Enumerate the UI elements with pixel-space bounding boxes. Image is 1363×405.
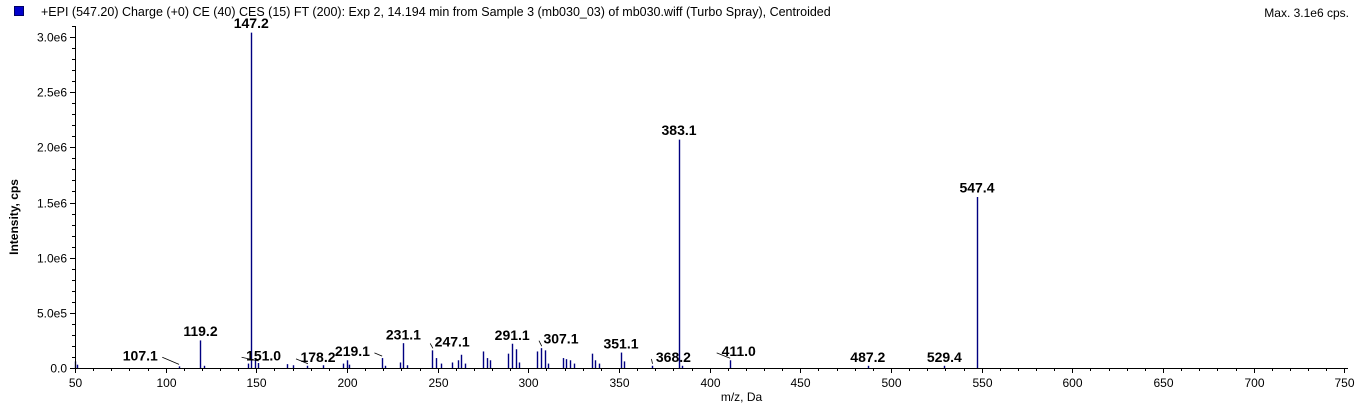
leader-line-247.1 (429, 343, 434, 349)
x-tick-label-600: 600 (1062, 376, 1082, 390)
peaks-layer (74, 32, 979, 368)
peak-label-383.1: 383.1 (662, 122, 697, 138)
leader-line-151.0 (241, 356, 259, 362)
peak-label-219.1: 219.1 (335, 343, 370, 359)
y-tick-label-0.0: 0.0 (50, 362, 67, 376)
leader-line-307.1 (538, 340, 543, 347)
leader-line-219.1 (374, 352, 383, 357)
chart-title: +EPI (547.20) Charge (+0) CE (40) CES (1… (41, 5, 831, 19)
chart-header: +EPI (547.20) Charge (+0) CE (40) CES (1… (0, 0, 1363, 26)
peak-label-151.0: 151.0 (246, 347, 281, 363)
peak-label-247.1: 247.1 (435, 333, 470, 349)
y-tick-label-2.5e6: 2.5e6 (37, 86, 67, 100)
peak-labels-layer: 107.1 119.2 147.2 151.0 178.2 219.1 231.1 247.1… (123, 15, 995, 365)
peak-label-487.2: 487.2 (850, 349, 885, 365)
y-tick-label-2.0e6: 2.0e6 (37, 141, 67, 155)
x-axis-title: m/z, Da (721, 390, 763, 404)
y-tick-label-3.0e6: 3.0e6 (37, 31, 67, 45)
x-tick-label-500: 500 (881, 376, 901, 390)
x-tick-label-100: 100 (156, 376, 176, 390)
y-tick-label-5.0e5: 5.0e5 (37, 307, 67, 321)
peak-label-529.4: 529.4 (927, 349, 962, 365)
x-tick-label-400: 400 (700, 376, 720, 390)
max-intensity-label: Max. 3.1e6 cps. (1264, 6, 1349, 20)
legend-swatch-icon (14, 6, 24, 16)
x-tick-label-550: 550 (972, 376, 992, 390)
ticks-layer: 50 100 150 200 250 300 350 400 450 500 550 600 650 70… (37, 26, 1355, 390)
x-tick-label-700: 700 (1244, 376, 1264, 390)
peak-label-307.1: 307.1 (543, 331, 578, 347)
x-tick-label-450: 450 (790, 376, 810, 390)
peak-label-119.2: 119.2 (183, 323, 217, 339)
peak-label-351.1: 351.1 (603, 336, 638, 352)
peak-label-178.2: 178.2 (300, 349, 335, 365)
peak-label-291.1: 291.1 (495, 327, 530, 343)
leader-line-107.1 (162, 356, 180, 365)
x-tick-label-750: 750 (1334, 376, 1354, 390)
y-tick-label-1.0e6: 1.0e6 (37, 252, 67, 266)
x-tick-label-150: 150 (246, 376, 266, 390)
x-tick-label-250: 250 (428, 376, 448, 390)
leader-line-368.2 (651, 358, 653, 364)
y-tick-label-1.5e6: 1.5e6 (37, 197, 67, 211)
x-tick-label-300: 300 (518, 376, 538, 390)
peak-label-411.0: 411.0 (722, 343, 756, 359)
leader-line-178.2 (295, 358, 309, 365)
leader-line-411.0 (716, 352, 731, 359)
x-tick-label-350: 350 (609, 376, 629, 390)
peak-label-368.2: 368.2 (656, 349, 691, 365)
y-axis-title: Intensity, cps (7, 179, 21, 255)
axes (75, 26, 1348, 369)
peak-label-547.4: 547.4 (959, 180, 994, 196)
x-tick-label-650: 650 (1153, 376, 1173, 390)
peak-label-231.1: 231.1 (386, 326, 421, 342)
x-tick-label-50: 50 (69, 376, 83, 390)
peak-label-147.2: 147.2 (234, 15, 269, 31)
x-tick-label-200: 200 (337, 376, 357, 390)
peak-label-107.1: 107.1 (123, 347, 158, 363)
